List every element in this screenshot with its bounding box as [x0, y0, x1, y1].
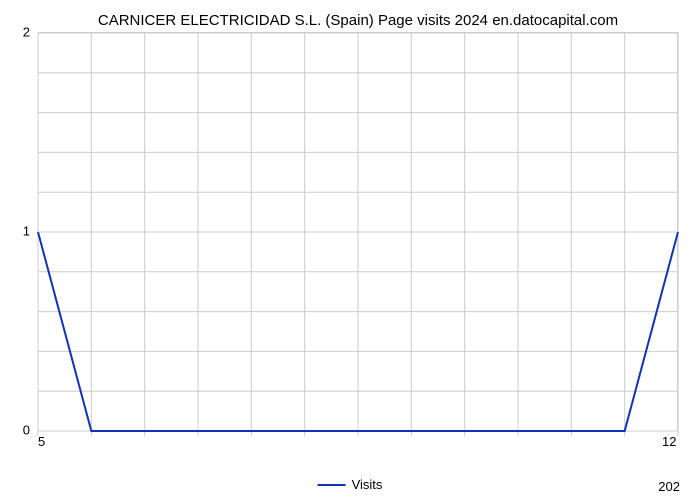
legend-label: Visits [352, 477, 383, 492]
chart-container: CARNICER ELECTRICIDAD S.L. (Spain) Page … [38, 12, 678, 430]
bottom-right-label: 202 [658, 479, 680, 494]
x-tick-label-left: 5 [38, 434, 45, 449]
x-tick-label-right: 12 [662, 434, 676, 449]
chart-title: CARNICER ELECTRICIDAD S.L. (Spain) Page … [98, 12, 618, 29]
y-tick-label: 0 [23, 423, 30, 438]
legend: Visits [318, 477, 383, 492]
chart-svg [38, 33, 678, 431]
plot-area [38, 32, 678, 430]
legend-line [318, 484, 346, 486]
y-tick-label: 1 [23, 224, 30, 239]
y-tick-label: 2 [23, 25, 30, 40]
